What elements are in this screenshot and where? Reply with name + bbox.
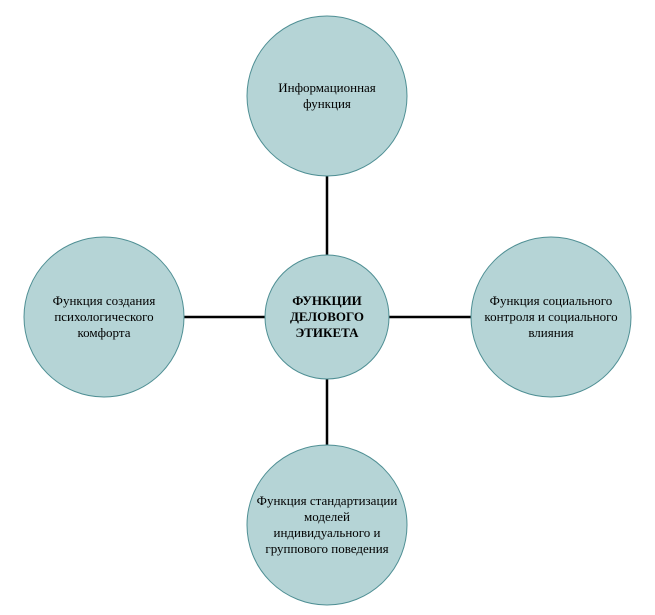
node-right-label: Функция социального контроля и социально…	[479, 293, 623, 342]
node-left-label: Функция создания психологического комфор…	[32, 293, 176, 342]
node-right: Функция социального контроля и социально…	[471, 237, 631, 397]
node-bottom-label: Функция стандартизации моделей индивидуа…	[255, 493, 399, 558]
node-bottom: Функция стандартизации моделей индивидуа…	[247, 445, 407, 605]
node-center: ФУНКЦИИ ДЕЛОВОГО ЭТИКЕТА	[265, 255, 389, 379]
node-left: Функция создания психологического комфор…	[24, 237, 184, 397]
node-top-label: Информационная функция	[255, 80, 399, 113]
radial-diagram: ФУНКЦИИ ДЕЛОВОГО ЭТИКЕТА Информационная ф…	[0, 0, 655, 615]
node-top: Информационная функция	[247, 16, 407, 176]
node-center-label: ФУНКЦИИ ДЕЛОВОГО ЭТИКЕТА	[273, 293, 381, 342]
